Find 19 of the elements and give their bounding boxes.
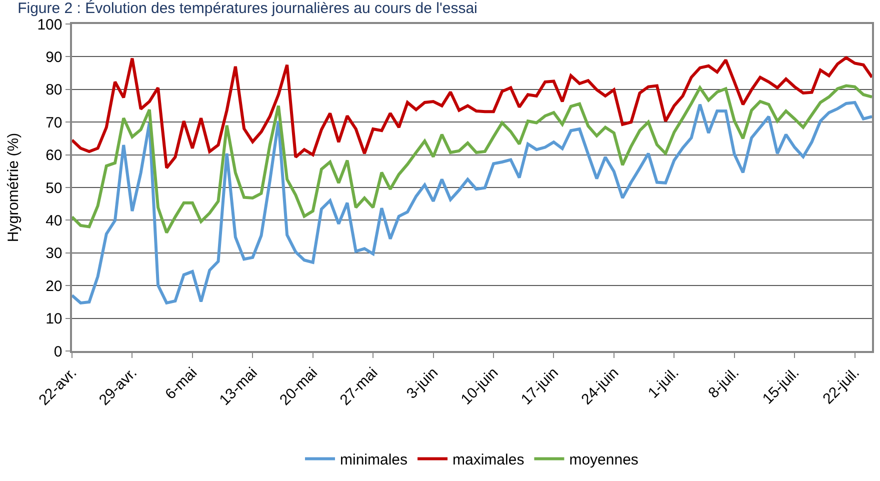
y-tick-label: 0 [54,343,62,360]
y-tick-label: 20 [46,278,62,295]
y-axis-title: Hygrométrie (%) [4,132,22,242]
legend-label: moyennes [569,452,638,469]
y-tick-label: 40 [46,212,62,230]
chart-title: Figure 2 : Évolution des températures journalières au cours de l'essai [18,0,478,17]
legend-label: maximales [452,452,524,469]
line-series [72,56,872,170]
y-tick-label: 70 [46,114,62,132]
y-tick-label: 60 [46,147,62,164]
y-tick-label: 10 [46,310,62,328]
y-tick-label: 90 [46,48,62,66]
y-tick-label: 50 [46,180,62,197]
y-tick-label: 30 [46,245,62,262]
y-tick-label: 80 [46,82,62,99]
line-series [72,84,872,234]
legend-label: minimales [340,452,408,469]
line-series [72,100,872,304]
y-tick-label: 100 [37,16,62,34]
